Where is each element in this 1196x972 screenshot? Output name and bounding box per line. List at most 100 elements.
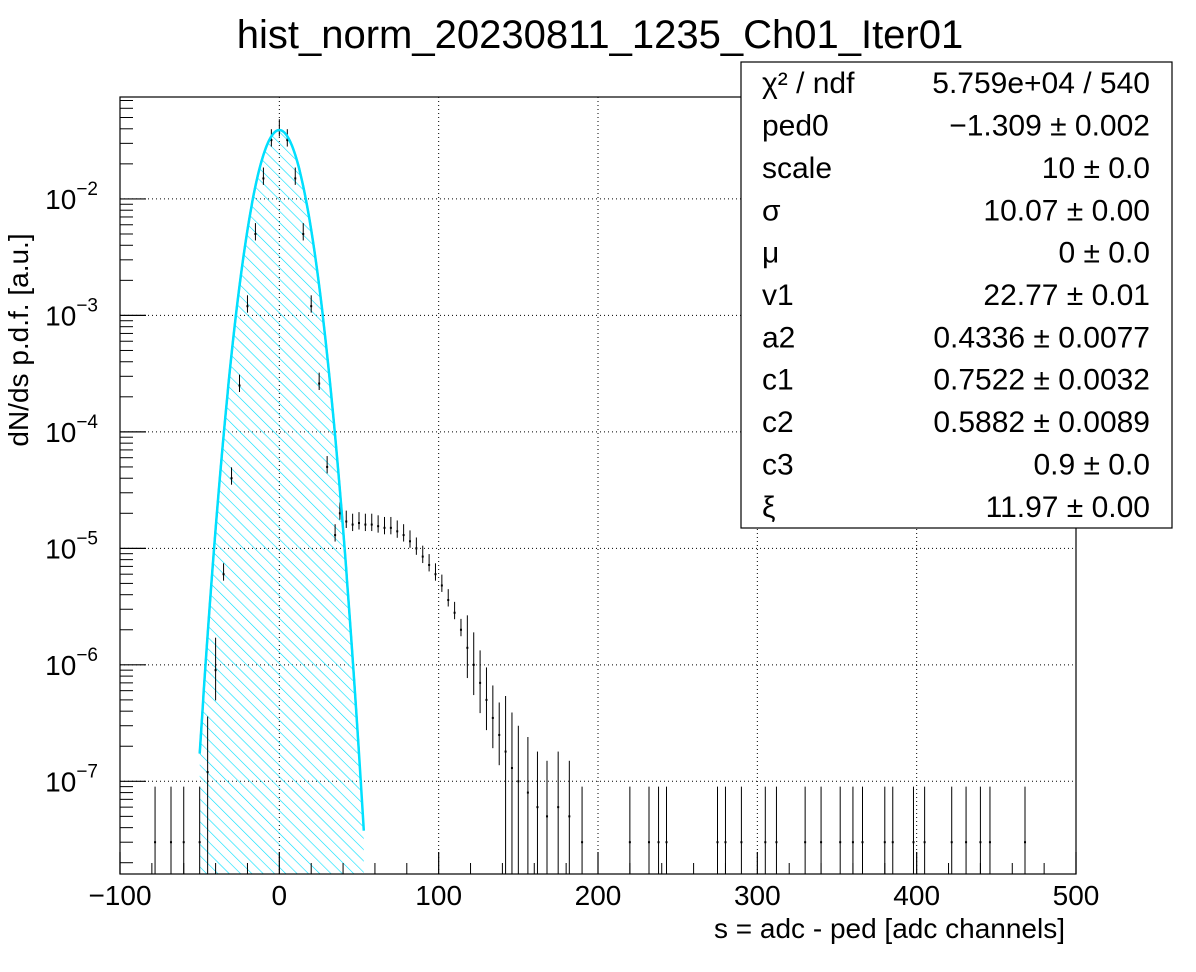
data-point (504, 695, 507, 874)
point-marker (169, 841, 172, 844)
point-marker (883, 841, 886, 844)
data-point (345, 510, 348, 528)
point-marker (657, 841, 660, 844)
y-tick-label: 10−5 (45, 528, 98, 564)
point-marker (182, 841, 185, 844)
x-tick-label: 300 (734, 880, 781, 911)
point-marker (479, 681, 482, 684)
data-point (950, 786, 953, 874)
data-point (466, 615, 469, 679)
filled-gaussian (199, 130, 364, 874)
stat-label: a2 (762, 321, 795, 354)
point-marker (851, 841, 854, 844)
point-marker (510, 767, 513, 770)
point-marker (716, 841, 719, 844)
data-point (318, 372, 321, 391)
point-marker (517, 780, 520, 783)
data-point (154, 786, 157, 874)
data-point (581, 786, 584, 874)
point-marker (536, 806, 539, 809)
stat-label: χ² / ndf (762, 67, 855, 100)
data-point (214, 637, 217, 701)
stat-label: v1 (762, 279, 794, 312)
plot-content (154, 119, 1027, 874)
point-marker (647, 841, 650, 844)
data-point (246, 295, 249, 313)
data-point (498, 702, 501, 766)
point-marker (428, 563, 431, 566)
point-marker (238, 384, 241, 387)
point-marker (453, 611, 456, 614)
data-point (804, 786, 807, 874)
point-marker (724, 841, 727, 844)
point-marker (491, 716, 494, 719)
point-marker (302, 232, 305, 235)
point-marker (389, 526, 392, 529)
point-marker (294, 177, 297, 180)
data-point (326, 456, 329, 474)
data-point (740, 786, 743, 874)
data-point (358, 512, 360, 530)
point-marker (912, 841, 915, 844)
point-marker (498, 733, 501, 736)
point-marker (421, 555, 424, 558)
y-tick-label: 10−3 (45, 295, 98, 331)
point-marker (222, 573, 225, 576)
point-marker (358, 522, 360, 525)
data-point (421, 545, 424, 564)
point-marker (262, 177, 265, 180)
point-marker (546, 815, 549, 818)
data-point (182, 786, 185, 874)
stat-value: 0.4336 ± 0.0077 (933, 321, 1150, 354)
point-marker (628, 841, 631, 844)
data-point (377, 515, 380, 533)
data-point (965, 786, 968, 874)
data-point (351, 513, 354, 532)
data-point (568, 760, 571, 874)
data-point (820, 786, 823, 874)
data-point (415, 537, 418, 555)
stat-value: 10.07 ± 0.00 (983, 194, 1150, 227)
data-point (169, 786, 172, 874)
stat-label: ξ (762, 491, 775, 524)
data-point (310, 295, 313, 313)
point-marker (775, 841, 778, 844)
point-marker (988, 841, 991, 844)
data-point (716, 786, 719, 874)
x-tick-label: 500 (1053, 880, 1100, 911)
data-point (988, 786, 991, 874)
data-point (198, 786, 201, 874)
point-marker (198, 841, 201, 844)
data-point (402, 524, 405, 542)
x-tick-label: 0 (272, 880, 288, 911)
x-tick-label: −100 (88, 880, 151, 911)
point-marker (396, 530, 399, 533)
point-marker (459, 628, 462, 631)
stat-label: ped0 (762, 110, 829, 143)
data-point (294, 167, 297, 185)
data-point (510, 712, 513, 874)
data-point (206, 716, 209, 874)
point-marker (472, 663, 475, 666)
point-marker (377, 525, 380, 528)
point-marker (740, 841, 743, 844)
point-marker (154, 841, 157, 844)
point-marker (214, 669, 217, 672)
stat-label: c3 (762, 448, 794, 481)
point-marker (246, 305, 249, 308)
data-point (628, 786, 631, 874)
x-axis-label: s = adc - ped [adc channels] (714, 913, 1065, 944)
data-point (428, 554, 431, 572)
data-point (254, 223, 257, 241)
x-tick-label: 200 (575, 880, 622, 911)
data-point (440, 574, 443, 592)
stat-value: 0.5882 ± 0.0089 (933, 406, 1150, 439)
data-point (923, 786, 926, 874)
data-point (546, 760, 549, 874)
data-point (979, 786, 982, 874)
point-marker (440, 584, 443, 587)
data-point (230, 467, 233, 485)
point-marker (408, 540, 411, 543)
gaussian-line-cyan (198, 128, 366, 831)
data-point (839, 786, 842, 874)
